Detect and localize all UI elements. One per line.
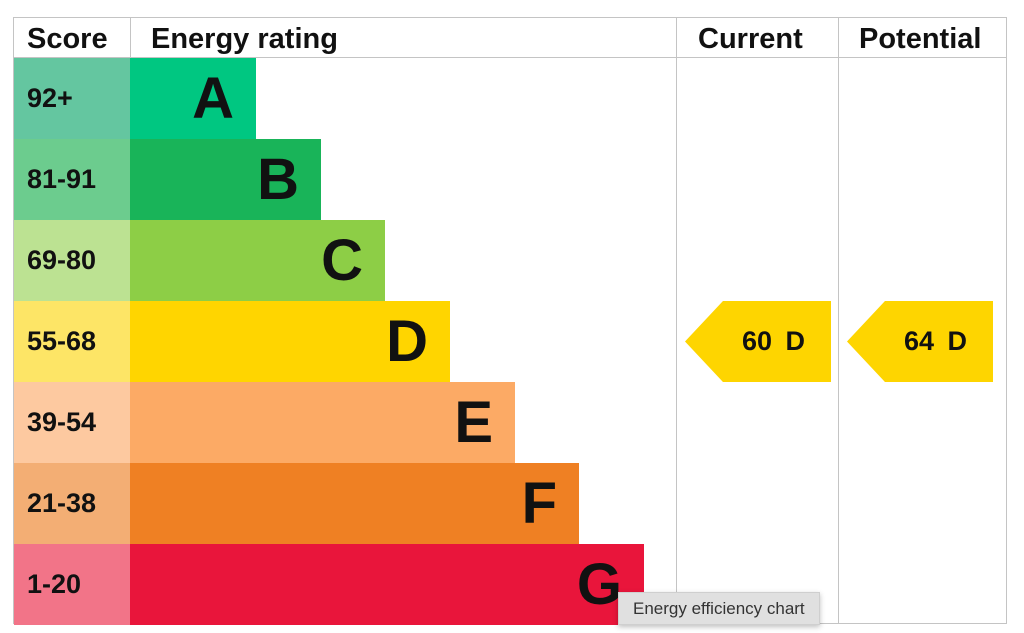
header-potential: Potential — [859, 23, 982, 55]
score-range: 81-91 — [14, 139, 130, 220]
rating-bar-d: D — [130, 301, 450, 382]
band-letter: B — [257, 147, 299, 212]
score-range: 55-68 — [14, 301, 130, 382]
score-range: 69-80 — [14, 220, 130, 301]
column-divider — [838, 18, 839, 623]
score-range: 92+ — [14, 58, 130, 139]
header-divider — [14, 57, 1006, 58]
score-range: 1-20 — [14, 544, 130, 625]
band-letter: G — [576, 552, 622, 617]
rating-bar-e: E — [130, 382, 515, 463]
score-range: 39-54 — [14, 382, 130, 463]
header-current: Current — [698, 23, 803, 55]
band-letter: E — [454, 390, 493, 455]
band-letter: D — [386, 309, 428, 374]
header-score: Score — [27, 23, 108, 55]
score-range: 21-38 — [14, 463, 130, 544]
current-rating-arrow: 60 D — [685, 301, 831, 382]
potential-rating-arrow: 64 D — [847, 301, 993, 382]
column-divider — [676, 18, 677, 623]
rating-bar-b: B — [130, 139, 321, 220]
column-divider — [130, 18, 131, 58]
band-letter: F — [521, 471, 557, 536]
band-letter: C — [321, 228, 363, 293]
band-letter: A — [192, 66, 234, 131]
rating-bar-a: A — [130, 58, 256, 139]
energy-rating-table: Score Energy rating Current Potential 92… — [13, 17, 1007, 625]
header-energy-rating: Energy rating — [151, 23, 338, 55]
tooltip: Energy efficiency chart — [618, 592, 820, 625]
rating-bar-g: G — [130, 544, 644, 625]
rating-bar-c: C — [130, 220, 385, 301]
rating-bar-f: F — [130, 463, 579, 544]
